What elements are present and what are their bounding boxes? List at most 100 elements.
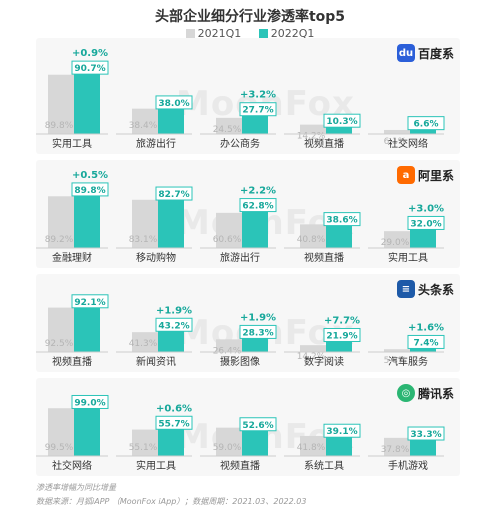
bar-2021: [300, 345, 326, 352]
value-label-box-2022: [239, 198, 277, 213]
category-label: 金融理财: [52, 251, 92, 264]
bar-2021: [48, 74, 74, 134]
value-label-2022: 55.7%: [158, 419, 189, 429]
delta-label: +1.9%: [240, 312, 276, 323]
bar-2022: [326, 437, 352, 456]
value-label-2022: 7.4%: [414, 338, 439, 348]
bar-2022: [326, 225, 352, 248]
category-label: 视频直播: [52, 355, 92, 368]
panel-ali: MoonFox 89.2%89.8%+0.5%金融理财83.1%82.7%移动购…: [36, 160, 460, 268]
category-label: 社交网络: [52, 459, 92, 472]
delta-label: +3.0%: [408, 203, 444, 214]
bar-2022: [242, 211, 268, 248]
brand-toutiao: ≡ 头条系: [396, 278, 454, 300]
delta-label: +1.6%: [408, 322, 444, 333]
value-label-box-2022: [155, 95, 193, 110]
bar-2022: [74, 74, 100, 134]
value-label-2022: 28.3%: [242, 328, 273, 338]
value-label-2022: 10.3%: [326, 117, 357, 127]
chart-title: 头部企业细分行业渗透率top5: [154, 9, 346, 25]
delta-label: +0.9%: [72, 48, 108, 59]
value-label-2021: 83.1%: [129, 235, 158, 245]
value-label-box-2022: [239, 324, 277, 339]
data-source: 数据来源：月狐iAPP （MoonFox iApp）；数据周期：2021.03、…: [36, 497, 307, 506]
bar-2021: [132, 429, 158, 456]
value-label-2022: 52.6%: [242, 421, 273, 431]
legend-item-2022: 2022Q1: [258, 27, 315, 40]
delta-label: +2.2%: [240, 186, 276, 197]
bar-2022: [158, 331, 184, 352]
value-label-2021: 40.8%: [297, 235, 326, 245]
delta-label: +3.2%: [240, 90, 276, 101]
value-label-box-2022: [155, 186, 193, 201]
bar-2022: [326, 127, 352, 134]
value-label-2022: 62.8%: [242, 202, 273, 212]
brand-baidu: du 百度系: [396, 42, 454, 64]
value-label-2021: 37.8%: [381, 445, 410, 455]
value-label-2021: 89.2%: [45, 235, 74, 245]
footnote: 渗透率增幅为同比增量: [36, 483, 116, 492]
bar-2021: [132, 332, 158, 352]
bar-2021: [216, 117, 242, 134]
panel-tencent: MoonFox 99.5%99.0%社交网络55.1%55.7%+0.6%实用工…: [36, 378, 460, 476]
value-label-2022: 38.6%: [326, 216, 357, 226]
brand-label: 头条系: [417, 282, 454, 297]
brand-ali: a 阿里系: [396, 164, 454, 186]
value-label-2021: 26.4%: [213, 346, 242, 356]
value-label-2022: 99.0%: [74, 398, 105, 408]
category-label: 汽车服务: [388, 355, 428, 368]
value-label-2022: 32.0%: [410, 219, 441, 229]
category-label: 摄影图像: [220, 355, 260, 368]
brand-tencent: ◎ 腾讯系: [396, 382, 454, 404]
brand-label: 阿里系: [417, 168, 454, 183]
value-label-2021: 60.6%: [213, 235, 242, 245]
value-label-box-2022: [407, 334, 445, 349]
bar-2021: [300, 435, 326, 456]
value-label-box-2022: [323, 423, 361, 438]
value-label-box-2022: [407, 215, 445, 230]
ali-icon: a: [396, 166, 415, 184]
legend-label-2022: 2022Q1: [270, 27, 315, 40]
chart-tencent: 99.5% 99.0% 社交网络 55.1% 55.7% +0.6% 实用工具 59.0% 52…: [36, 394, 445, 472]
bar-2021: [132, 199, 158, 248]
bar-2021: [48, 307, 74, 352]
bar-2021: [384, 349, 410, 352]
delta-label: +0.6%: [156, 403, 192, 414]
category-label: 数字阅读: [304, 355, 344, 368]
value-label-box-2022: [407, 426, 445, 441]
bar-2021: [384, 129, 410, 134]
legend-swatch-2021: [185, 29, 195, 38]
value-label-2021: 41.8%: [297, 443, 326, 453]
bar-2021: [300, 224, 326, 248]
delta-label: +1.9%: [156, 305, 192, 316]
bar-2022: [74, 195, 100, 248]
bar-2021: [132, 108, 158, 134]
category-label: 视频直播: [304, 251, 344, 264]
bar-2022: [158, 429, 184, 456]
value-label-2022: 90.7%: [74, 64, 105, 74]
category-label: 办公商务: [220, 137, 260, 150]
value-label-2021: 6.1%: [384, 137, 407, 147]
value-label-2022: 39.1%: [326, 427, 357, 437]
bar-2022: [158, 200, 184, 248]
category-label: 移动购物: [136, 251, 176, 264]
value-label-2021: 29.0%: [381, 238, 410, 248]
value-label-2021: 5.8%: [384, 356, 407, 366]
value-label-2021: 99.5%: [45, 443, 74, 453]
category-label: 社交网络: [388, 137, 428, 150]
value-label-box-2022: [239, 102, 277, 117]
bar-2021: [384, 231, 410, 248]
value-label-2021: 89.8%: [45, 121, 74, 131]
bar-2021: [216, 212, 242, 248]
panel-baidu: MoonFox 89.8%90.7%+0.9%实用工具38.4%38.0%旅游出…: [36, 38, 460, 154]
brand-label: 百度系: [417, 46, 454, 61]
bar-2021: [216, 339, 242, 352]
bar-2021: [48, 408, 74, 456]
value-label-2021: 59.0%: [213, 443, 242, 453]
bar-2022: [410, 229, 436, 248]
paw-icon: du: [396, 44, 415, 62]
value-label-2021: 92.5%: [45, 339, 74, 349]
value-label-2021: 41.3%: [129, 339, 158, 349]
category-label: 系统工具: [304, 459, 344, 472]
value-label-2022: 82.7%: [158, 190, 189, 200]
